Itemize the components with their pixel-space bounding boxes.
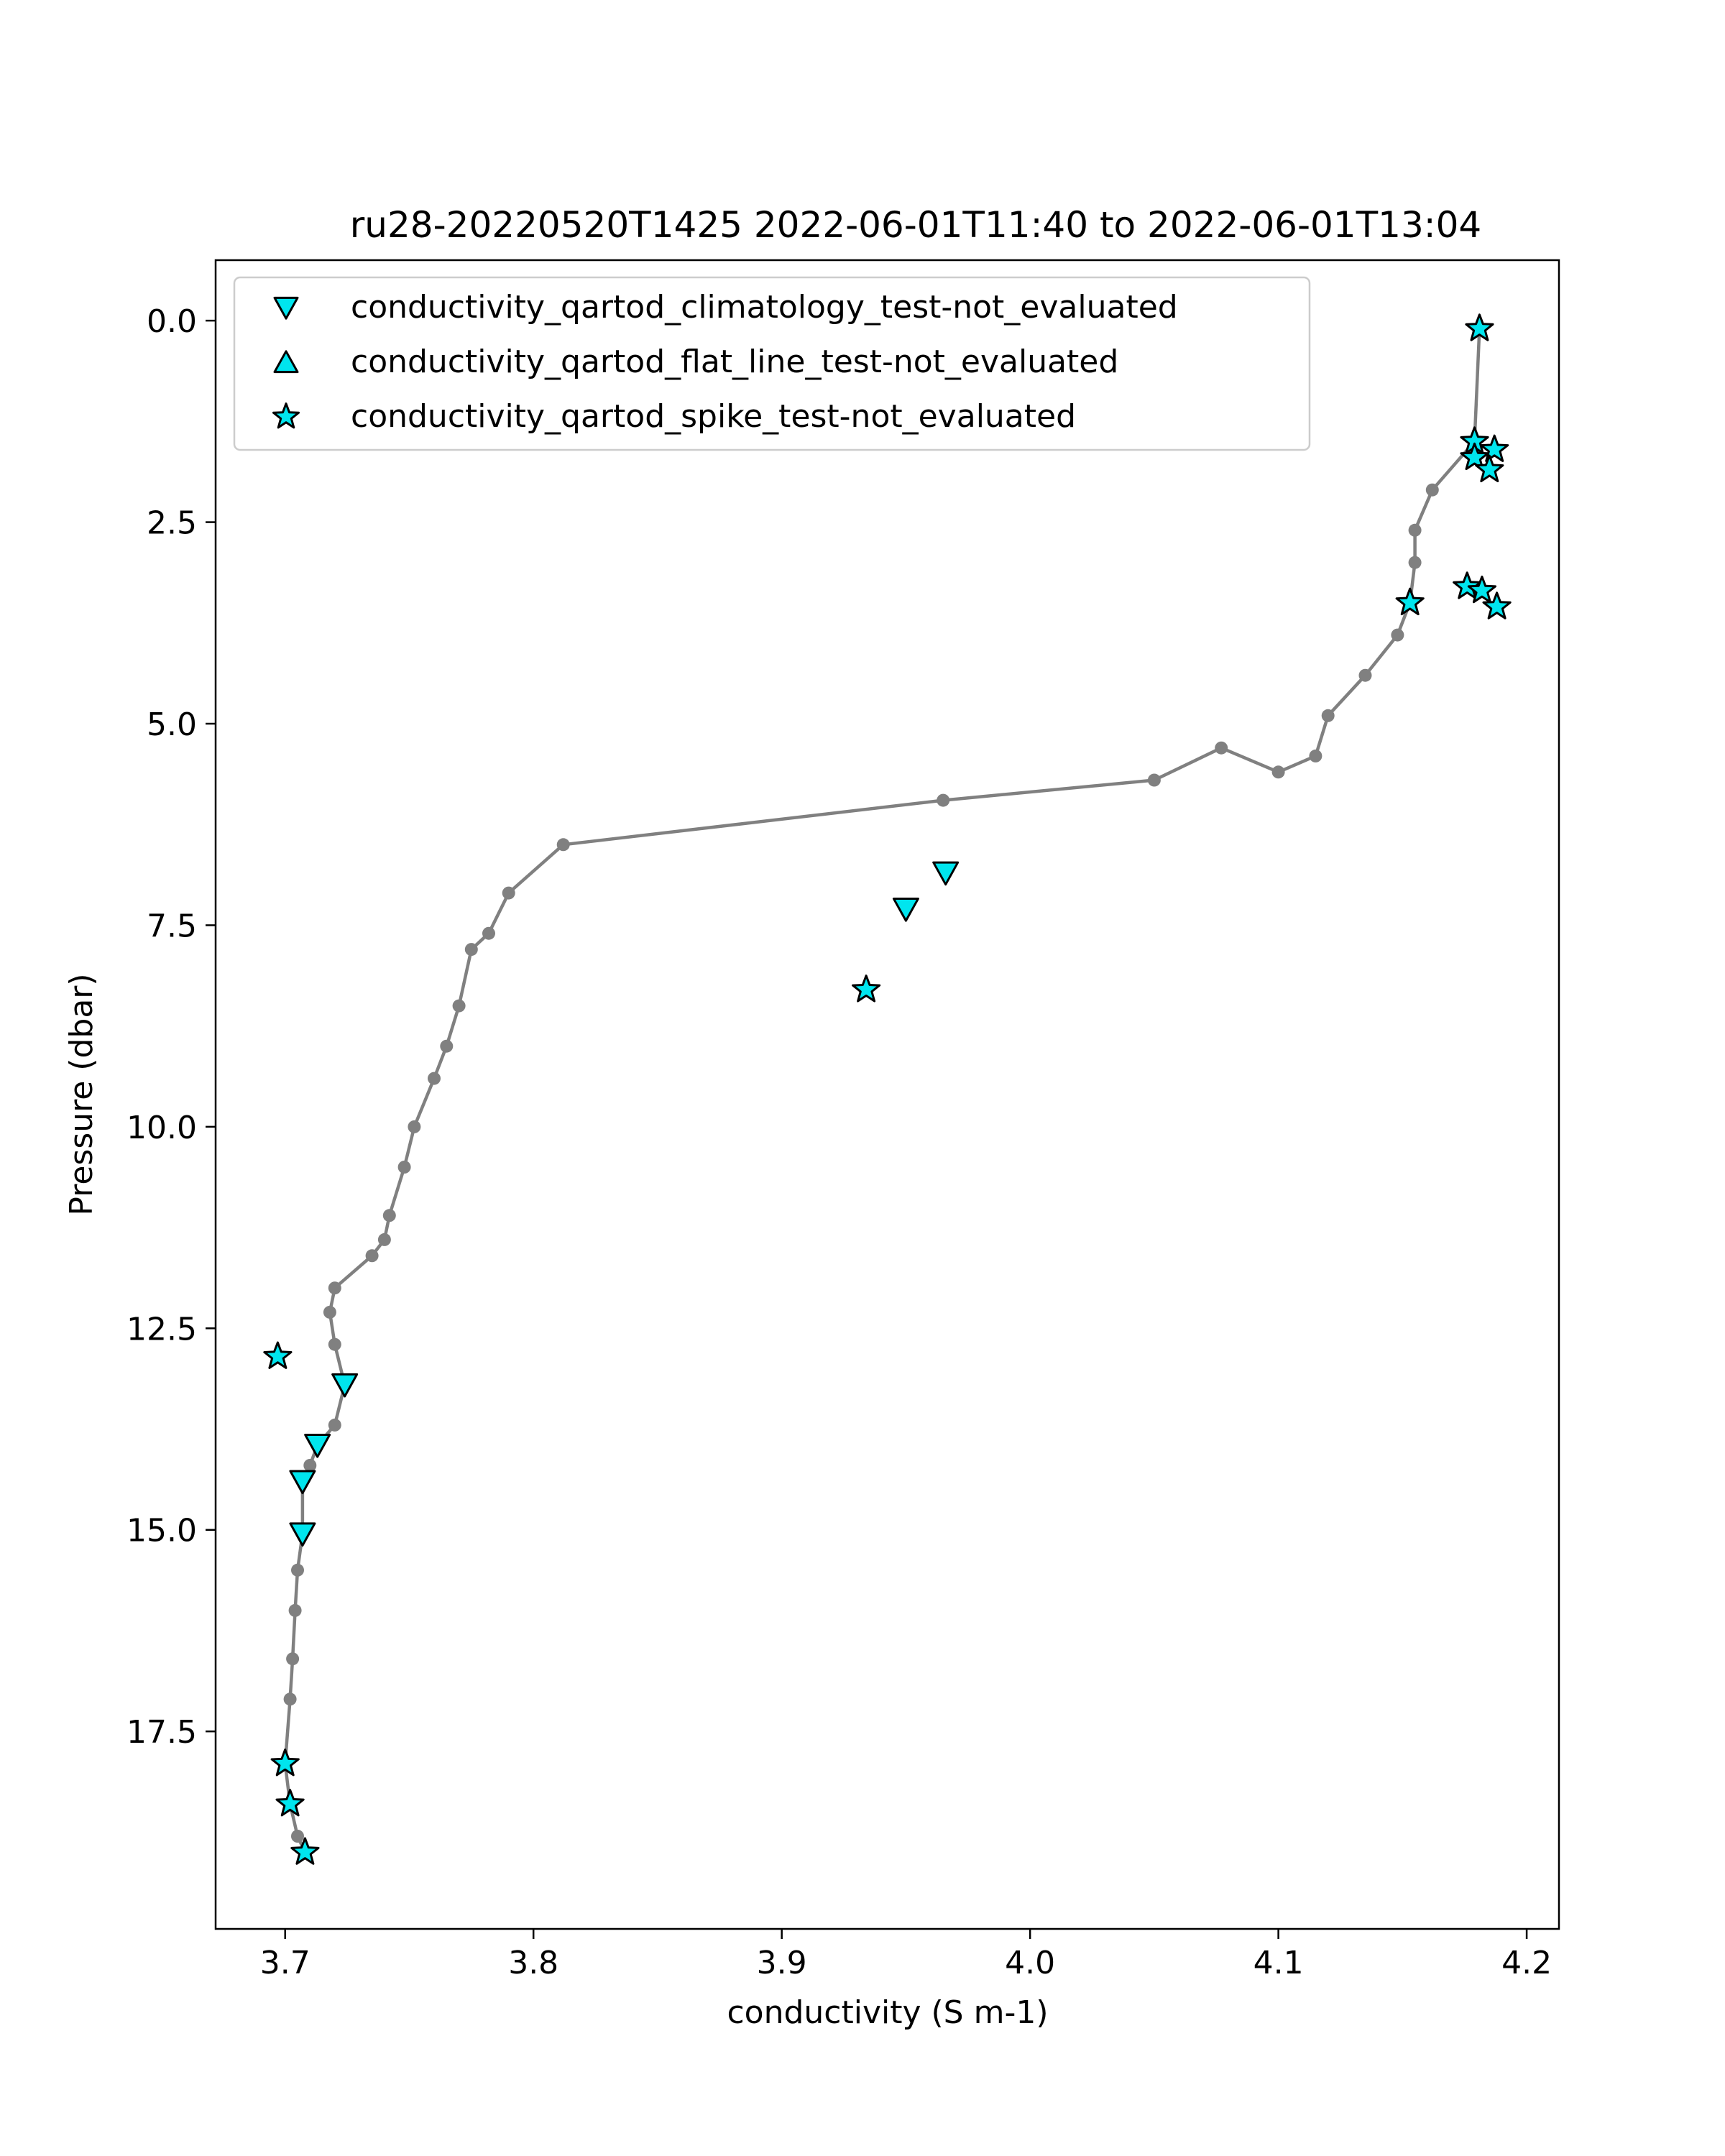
y-axis-label: Pressure (dbar) (63, 973, 100, 1215)
flag-marker-star (1467, 575, 1496, 604)
legend: conductivity_qartod_climatology_test-not… (233, 276, 1311, 451)
data-point (288, 1603, 302, 1617)
data-point (328, 1337, 341, 1351)
flag-marker-star (1460, 442, 1489, 471)
flag-marker-star (852, 975, 881, 1003)
data-point (303, 1459, 317, 1472)
data-point (937, 793, 950, 807)
legend-label-flat-line: conductivity_qartod_flat_line_test-not_e… (351, 344, 1118, 380)
y-tick-label: 10.0 (126, 1110, 197, 1146)
data-point (323, 1305, 336, 1319)
flag-marker-star (1475, 454, 1504, 482)
flag-marker-triangle-down (892, 898, 919, 922)
x-tick-label: 4.2 (1501, 1945, 1552, 1981)
data-point (1321, 709, 1335, 722)
data-point (397, 1161, 411, 1174)
flag-marker-star (275, 1789, 305, 1817)
y-tick-label: 0.0 (147, 303, 197, 340)
legend-marker-climatology (273, 296, 299, 320)
x-tick-label: 4.1 (1254, 1945, 1304, 1981)
flag-marker-star (263, 1341, 293, 1369)
flag-marker-triangle-down (932, 861, 960, 886)
y-tick-label: 15.0 (126, 1513, 197, 1549)
data-point (1147, 773, 1161, 787)
y-tick-label: 5.0 (147, 706, 197, 743)
data-point (291, 1563, 304, 1577)
data-point (1309, 749, 1322, 763)
flag-marker-triangle-down (331, 1373, 359, 1398)
flag-marker-triangle-down (289, 1522, 316, 1547)
data-point (408, 1120, 421, 1133)
flag-marker-star (1482, 591, 1512, 619)
data-point (283, 1692, 297, 1706)
data-point (291, 1830, 304, 1843)
legend-label-spike: conductivity_qartod_spike_test-not_evalu… (351, 398, 1076, 435)
y-tick-label: 2.5 (147, 505, 197, 542)
data-point (502, 886, 515, 900)
flag-marker-triangle-down (304, 1434, 331, 1458)
x-axis: 3.7 3.8 3.9 4.0 4.1 4.2 (260, 1929, 1552, 1981)
flag-marker-triangle-down (289, 1470, 316, 1495)
y-axis: 0.0 2.5 5.0 7.5 10.0 12.5 15.0 17.5 (126, 303, 216, 1751)
x-tick-label: 3.7 (260, 1945, 310, 1981)
flag-marker-star (290, 1837, 320, 1865)
flag-marker-star (1453, 571, 1482, 599)
data-point (1408, 523, 1422, 537)
data-point (365, 1249, 379, 1263)
legend-marker-triangle-down (273, 296, 299, 320)
legend-marker-star (272, 402, 300, 429)
data-point (1271, 765, 1285, 779)
chart-title: ru28-20220520T1425 2022-06-01T11:40 to 2… (350, 204, 1482, 246)
x-axis-label: conductivity (S m-1) (727, 1994, 1048, 2031)
data-point (1408, 556, 1422, 569)
data-point (1425, 483, 1439, 497)
x-tick-label: 3.8 (508, 1945, 558, 1981)
data-point (556, 838, 570, 852)
flag-marker-star (270, 1749, 300, 1777)
data-point (1391, 628, 1404, 642)
plot-frame (214, 259, 1560, 1930)
y-tick-label: 7.5 (147, 908, 197, 944)
flag-marker-star (1395, 587, 1425, 616)
data-point (286, 1652, 300, 1666)
data-point (1358, 668, 1372, 682)
legend-marker-triangle-up (273, 350, 299, 374)
legend-label-climatology: conductivity_qartod_climatology_test-not… (351, 289, 1178, 326)
y-tick-label: 17.5 (126, 1714, 197, 1751)
data-point (377, 1233, 391, 1246)
data-point (440, 1039, 454, 1053)
x-tick-label: 4.0 (1005, 1945, 1055, 1981)
data-point (452, 999, 466, 1013)
data-point (328, 1281, 341, 1295)
x-tick-label: 3.9 (757, 1945, 807, 1981)
flag-marker-star (1480, 434, 1509, 462)
flag-marker-star (1465, 313, 1494, 341)
data-point (428, 1072, 441, 1085)
data-point (328, 1418, 341, 1432)
data-point (382, 1209, 396, 1222)
y-tick-label: 12.5 (126, 1311, 197, 1348)
data-point (482, 926, 495, 940)
legend-marker-flat-line (273, 350, 299, 374)
legend-box (233, 276, 1311, 451)
data-point (1215, 741, 1228, 755)
data-point (464, 943, 478, 957)
flag-markers (263, 313, 1512, 1865)
legend-marker-spike (272, 402, 300, 429)
